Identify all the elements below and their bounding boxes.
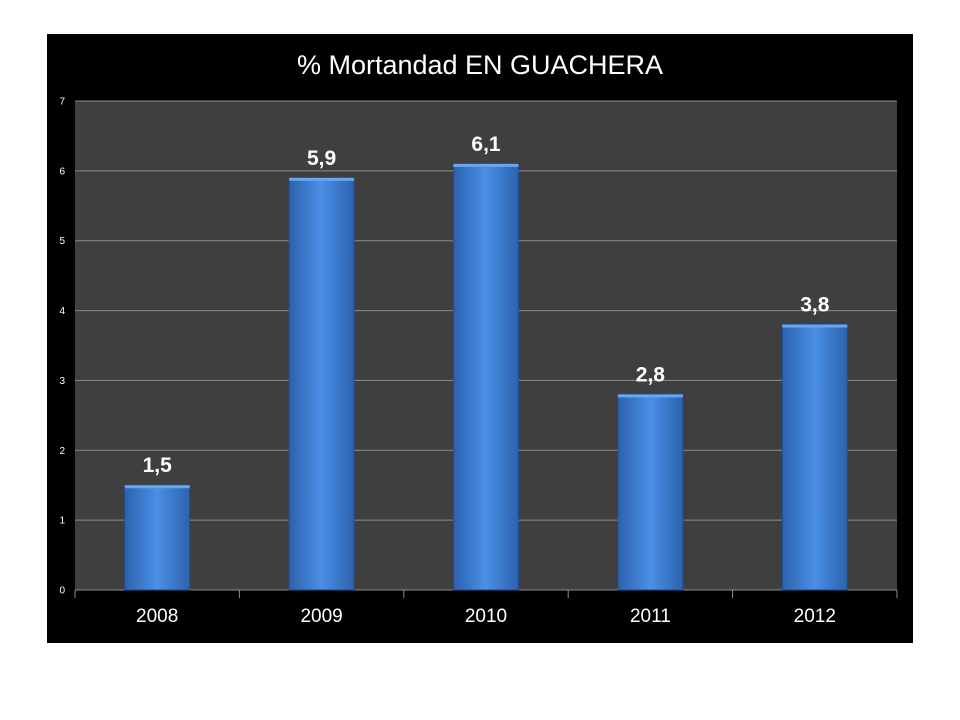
data-label-2012: 3,8 — [800, 294, 830, 317]
bar-top-edge — [453, 163, 519, 167]
bar-2011 — [617, 393, 684, 591]
x-category-label: 2011 — [630, 606, 671, 627]
bar-2012 — [781, 324, 848, 591]
bar-2010 — [453, 163, 519, 591]
x-category-label: 2008 — [136, 606, 178, 627]
bar-top-edge — [289, 177, 355, 181]
x-category-label: 2009 — [300, 606, 342, 627]
bar-2008 — [124, 484, 191, 591]
x-category-label: 2010 — [465, 606, 507, 627]
y-tick-label: 1 — [59, 516, 65, 527]
y-tick-label: 7 — [59, 97, 65, 108]
y-tick-label: 4 — [59, 306, 65, 317]
bar-top-edge — [124, 485, 190, 489]
y-tick-label: 0 — [59, 586, 65, 597]
y-tick-label: 3 — [59, 376, 65, 387]
data-label-2009: 5,9 — [307, 147, 336, 170]
x-category-label: 2012 — [794, 606, 836, 627]
bar-top-edge — [617, 394, 683, 398]
data-label-2010: 6,1 — [471, 133, 501, 156]
y-tick-label: 5 — [59, 236, 65, 247]
bar-top-edge — [782, 324, 848, 328]
y-tick-label: 6 — [59, 166, 65, 177]
bar-2009 — [288, 177, 355, 591]
data-label-2011: 2,8 — [636, 363, 666, 386]
chart-title: % Mortandad EN GUACHERA — [297, 50, 663, 80]
data-label-2008: 1,5 — [143, 454, 173, 477]
chart-container: % Mortandad EN GUACHERA 0 1 2 3 4 5 6 7 1,5 2008 5… — [47, 34, 913, 643]
bar-chart: % Mortandad EN GUACHERA 0 1 2 3 4 5 6 7 1,5 2008 5… — [59, 50, 898, 627]
y-tick-label: 2 — [59, 446, 65, 457]
